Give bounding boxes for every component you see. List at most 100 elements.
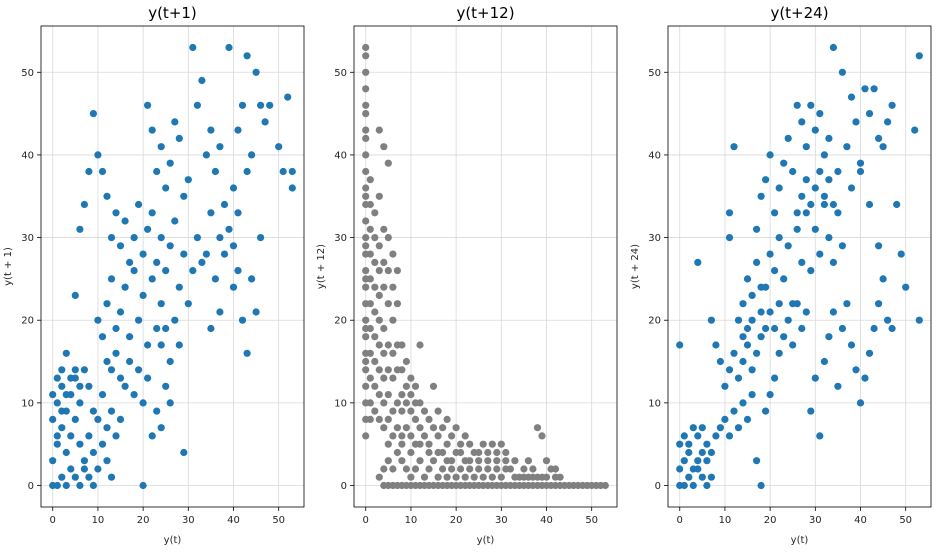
data-point bbox=[439, 465, 447, 473]
data-point bbox=[180, 192, 188, 200]
y-tick-label: 0 bbox=[655, 481, 661, 492]
data-point bbox=[753, 349, 761, 357]
data-point bbox=[107, 366, 116, 374]
x-axis-label: y(t) bbox=[477, 535, 495, 546]
data-point bbox=[533, 473, 542, 481]
data-point bbox=[734, 316, 743, 324]
data-point bbox=[238, 101, 247, 109]
data-point bbox=[721, 382, 729, 390]
data-point bbox=[98, 440, 107, 448]
data-point bbox=[53, 432, 61, 440]
data-point bbox=[157, 143, 165, 151]
data-point bbox=[798, 118, 806, 126]
y-tick-label: 40 bbox=[648, 150, 661, 161]
data-point bbox=[371, 382, 379, 390]
subplot-y-t-plus-1: 0 10 20 30 40 50 0 10 20 30 40 50 y(t+1) y(t) y(t +… bbox=[3, 4, 305, 546]
y-tick-label: 30 bbox=[648, 233, 661, 244]
data-point bbox=[493, 457, 501, 465]
data-point bbox=[384, 159, 392, 167]
data-point bbox=[479, 440, 487, 448]
x-axis-label: y(t) bbox=[791, 535, 809, 546]
data-point bbox=[89, 448, 97, 457]
data-point bbox=[144, 101, 152, 109]
data-point bbox=[398, 432, 406, 440]
y-tick-label: 50 bbox=[648, 68, 661, 79]
axes-frame bbox=[353, 25, 618, 508]
data-point bbox=[443, 440, 451, 448]
data-point bbox=[85, 382, 93, 390]
data-point bbox=[207, 209, 215, 217]
data-point bbox=[416, 424, 424, 432]
data-point bbox=[879, 275, 887, 283]
y-tick-label: 20 bbox=[334, 316, 347, 327]
data-point bbox=[393, 399, 401, 407]
data-point bbox=[520, 465, 528, 473]
data-point bbox=[838, 68, 847, 76]
data-point bbox=[802, 209, 810, 217]
data-point bbox=[816, 432, 824, 440]
data-point bbox=[261, 118, 269, 126]
data-point bbox=[725, 209, 734, 217]
data-point bbox=[689, 465, 697, 473]
data-point bbox=[775, 184, 783, 192]
data-point bbox=[49, 391, 57, 399]
data-point bbox=[707, 448, 716, 457]
data-point bbox=[266, 101, 274, 109]
data-point bbox=[502, 448, 510, 457]
data-point bbox=[107, 473, 116, 481]
data-point bbox=[407, 432, 415, 440]
data-point bbox=[211, 167, 219, 176]
data-point bbox=[362, 68, 370, 76]
data-point bbox=[116, 415, 125, 423]
data-point bbox=[484, 465, 492, 473]
data-point bbox=[420, 473, 429, 481]
data-point bbox=[743, 324, 752, 333]
data-point bbox=[911, 126, 919, 134]
data-point bbox=[856, 159, 865, 167]
data-point bbox=[725, 234, 734, 242]
data-point bbox=[703, 457, 711, 465]
plot-area: 0 10 20 30 40 50 0 10 20 30 40 50 bbox=[334, 25, 618, 526]
data-point bbox=[429, 457, 438, 465]
axes-frame bbox=[667, 25, 932, 508]
data-point bbox=[834, 167, 842, 176]
data-point bbox=[703, 481, 711, 490]
data-point bbox=[730, 349, 738, 357]
data-point bbox=[402, 357, 410, 366]
data-point bbox=[825, 234, 833, 242]
data-point bbox=[798, 258, 806, 266]
data-point bbox=[116, 374, 125, 382]
data-point bbox=[811, 225, 819, 233]
data-point bbox=[76, 481, 84, 490]
data-point bbox=[107, 275, 116, 283]
data-point bbox=[366, 324, 374, 333]
data-point bbox=[252, 308, 260, 316]
data-point bbox=[180, 250, 188, 258]
data-point bbox=[193, 101, 201, 109]
data-point bbox=[676, 440, 684, 448]
data-point bbox=[126, 333, 134, 341]
data-point bbox=[94, 151, 102, 159]
y-tick-label: 0 bbox=[28, 481, 34, 492]
data-point bbox=[371, 333, 379, 341]
data-point bbox=[384, 457, 392, 465]
data-point bbox=[484, 448, 492, 457]
data-point bbox=[362, 316, 370, 324]
data-point bbox=[425, 465, 433, 473]
data-point bbox=[375, 291, 383, 299]
data-point bbox=[362, 357, 370, 366]
data-point bbox=[153, 407, 161, 415]
data-point bbox=[184, 176, 192, 184]
data-point bbox=[67, 374, 75, 382]
data-point bbox=[748, 391, 756, 399]
data-point bbox=[694, 258, 702, 266]
data-point bbox=[398, 391, 406, 399]
data-point bbox=[502, 457, 510, 465]
data-point bbox=[380, 399, 388, 407]
data-point bbox=[393, 300, 401, 308]
data-point bbox=[411, 382, 420, 390]
data-point bbox=[784, 134, 792, 142]
data-point bbox=[362, 167, 370, 176]
data-point bbox=[103, 300, 111, 308]
